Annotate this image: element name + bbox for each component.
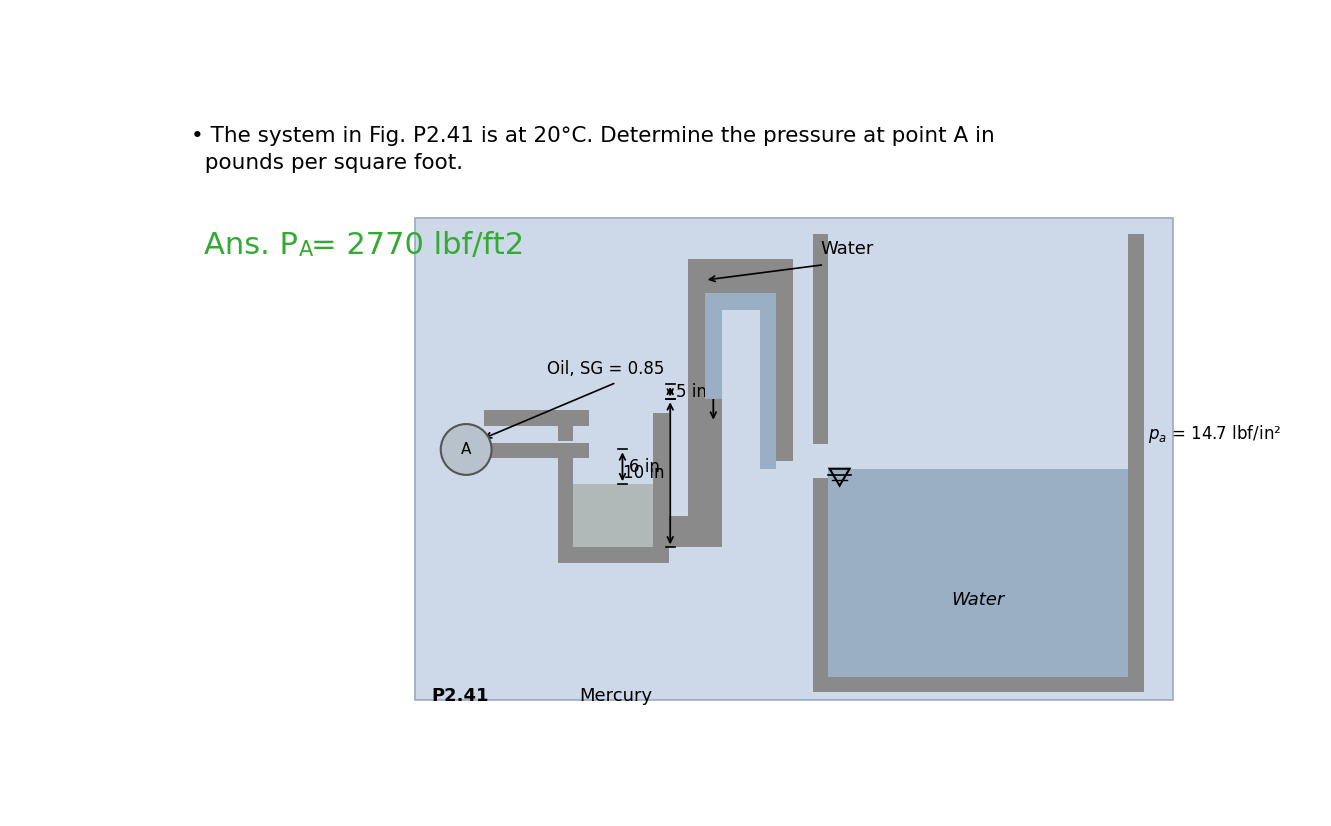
Bar [484, 443, 588, 458]
Text: 5 in: 5 in [676, 382, 707, 401]
Bar [484, 411, 588, 425]
Bar [813, 478, 828, 692]
Text: Water: Water [821, 240, 874, 259]
Text: A: A [299, 240, 313, 260]
Bar [813, 234, 828, 444]
Bar [688, 276, 705, 548]
Circle shape [441, 424, 491, 475]
Bar [760, 276, 776, 461]
Text: Oil, SG = 0.85: Oil, SG = 0.85 [547, 359, 664, 377]
Text: P2.41: P2.41 [431, 687, 488, 705]
Bar [574, 398, 654, 548]
Text: 10 in: 10 in [623, 464, 664, 482]
Bar [668, 516, 688, 532]
Bar [776, 276, 793, 461]
Text: • The system in Fig. P2.41 is at 20°C. Determine the pressure at point A in: • The system in Fig. P2.41 is at 20°C. D… [192, 126, 996, 146]
Text: pounds per square foot.: pounds per square foot. [192, 153, 463, 173]
Bar [760, 293, 776, 461]
Bar [705, 293, 776, 310]
Bar [705, 276, 721, 548]
Text: = 2770 lbf/ft2: = 2770 lbf/ft2 [310, 231, 523, 260]
Bar [688, 259, 793, 276]
Bar [654, 516, 707, 532]
Text: Water: Water [952, 591, 1005, 609]
Bar [558, 413, 574, 563]
Bar [688, 276, 793, 293]
Text: Ans. P: Ans. P [205, 231, 298, 260]
Bar [813, 676, 1143, 692]
Bar [760, 444, 776, 468]
Bar [574, 484, 654, 548]
Text: Mercury: Mercury [580, 687, 654, 705]
Bar [1129, 234, 1143, 692]
Text: A: A [461, 442, 471, 457]
Text: $p_a$ = 14.7 lbf/in²: $p_a$ = 14.7 lbf/in² [1147, 423, 1280, 445]
Bar [760, 276, 776, 461]
Bar [705, 293, 776, 310]
Bar [705, 276, 721, 548]
Bar [484, 441, 574, 458]
Bar [558, 548, 668, 563]
Bar [828, 468, 1129, 676]
Text: 6 in: 6 in [628, 458, 659, 476]
Bar [654, 413, 668, 563]
Bar [668, 532, 705, 548]
Bar [705, 293, 721, 400]
Bar [414, 218, 1173, 700]
